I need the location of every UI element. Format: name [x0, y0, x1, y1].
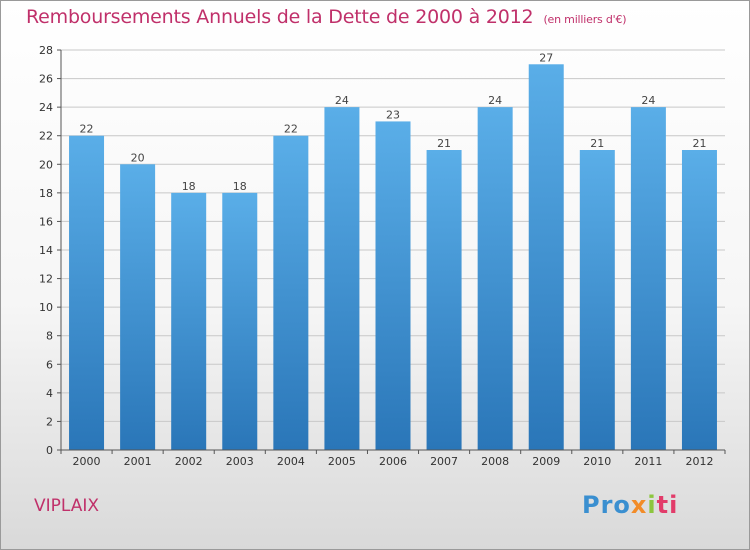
x-tick-label: 2011	[634, 455, 662, 468]
x-tick-label: 2002	[175, 455, 203, 468]
bar	[273, 135, 309, 450]
logo-part-1: Pro	[582, 491, 631, 519]
y-tick-label: 24	[39, 101, 53, 114]
bar-value-label: 22	[80, 123, 94, 136]
y-tick-label: 12	[39, 273, 53, 286]
logo-part-4: ti	[656, 491, 679, 519]
y-tick-label: 2	[46, 415, 53, 428]
x-axis-ticks: 2000 2001 2002 2003 2004 2005 2006 2007 2008 2009…	[60, 450, 726, 468]
x-tick-label: 2001	[124, 455, 152, 468]
bar-value-label: 20	[131, 151, 145, 164]
y-tick-label: 4	[46, 387, 53, 400]
bar-value-label: 18	[182, 180, 196, 193]
x-tick-label: 2004	[277, 455, 305, 468]
x-tick-label: 2006	[379, 455, 407, 468]
y-tick-label: 18	[39, 187, 53, 200]
chart-unit: (en milliers d'€)	[543, 13, 627, 26]
bar-value-label: 21	[437, 137, 451, 150]
bar	[426, 150, 462, 450]
logo-part-3: i	[647, 491, 657, 519]
bar-value-label: 23	[386, 108, 400, 121]
x-tick-label: 2012	[685, 455, 713, 468]
y-tick-label: 20	[39, 158, 53, 171]
bar	[477, 107, 513, 451]
bar	[579, 150, 615, 450]
bar	[528, 64, 564, 451]
bar-value-label: 24	[335, 94, 349, 107]
y-tick-label: 26	[39, 73, 53, 86]
y-tick-label: 8	[46, 330, 53, 343]
y-tick-label: 0	[46, 444, 53, 457]
chart-title: Remboursements Annuels de la Dette de 20…	[26, 6, 627, 28]
x-tick-label: 2008	[481, 455, 509, 468]
y-tick-label: 22	[39, 130, 53, 143]
commune-name: VIPLAIX	[34, 496, 100, 516]
bar-value-label: 21	[692, 137, 706, 150]
chart-title-text: Remboursements Annuels de la Dette de 20…	[26, 6, 534, 28]
y-tick-label: 14	[39, 244, 53, 257]
x-tick-label: 2009	[532, 455, 560, 468]
x-tick-label: 2005	[328, 455, 356, 468]
bar-value-label: 22	[284, 123, 298, 136]
proxiti-logo: Proxiti	[582, 491, 678, 519]
logo-part-2: x	[630, 491, 648, 519]
x-tick-label: 2010	[583, 455, 611, 468]
bar-value-label: 21	[590, 137, 604, 150]
y-tick-label: 10	[39, 301, 53, 314]
bar-series	[69, 64, 717, 451]
x-tick-label: 2007	[430, 455, 458, 468]
bar	[171, 192, 207, 450]
y-tick-label: 6	[46, 358, 53, 371]
bar-value-label: 24	[488, 94, 502, 107]
bar	[222, 192, 258, 450]
y-tick-label: 16	[39, 215, 53, 228]
bar-value-label: 27	[539, 51, 553, 64]
bar	[69, 135, 105, 450]
bar	[120, 164, 156, 451]
data-labels: 22 20 18 18 22 24 23 21 24 27 21 24 21	[80, 51, 707, 193]
x-tick-label: 2000	[73, 455, 101, 468]
bar	[630, 107, 666, 451]
bar	[681, 150, 717, 450]
x-tick-label: 2003	[226, 455, 254, 468]
y-tick-label: 28	[39, 44, 53, 57]
bar-value-label: 18	[233, 180, 247, 193]
bar-value-label: 24	[641, 94, 655, 107]
bar	[324, 107, 360, 451]
bar	[375, 121, 411, 450]
